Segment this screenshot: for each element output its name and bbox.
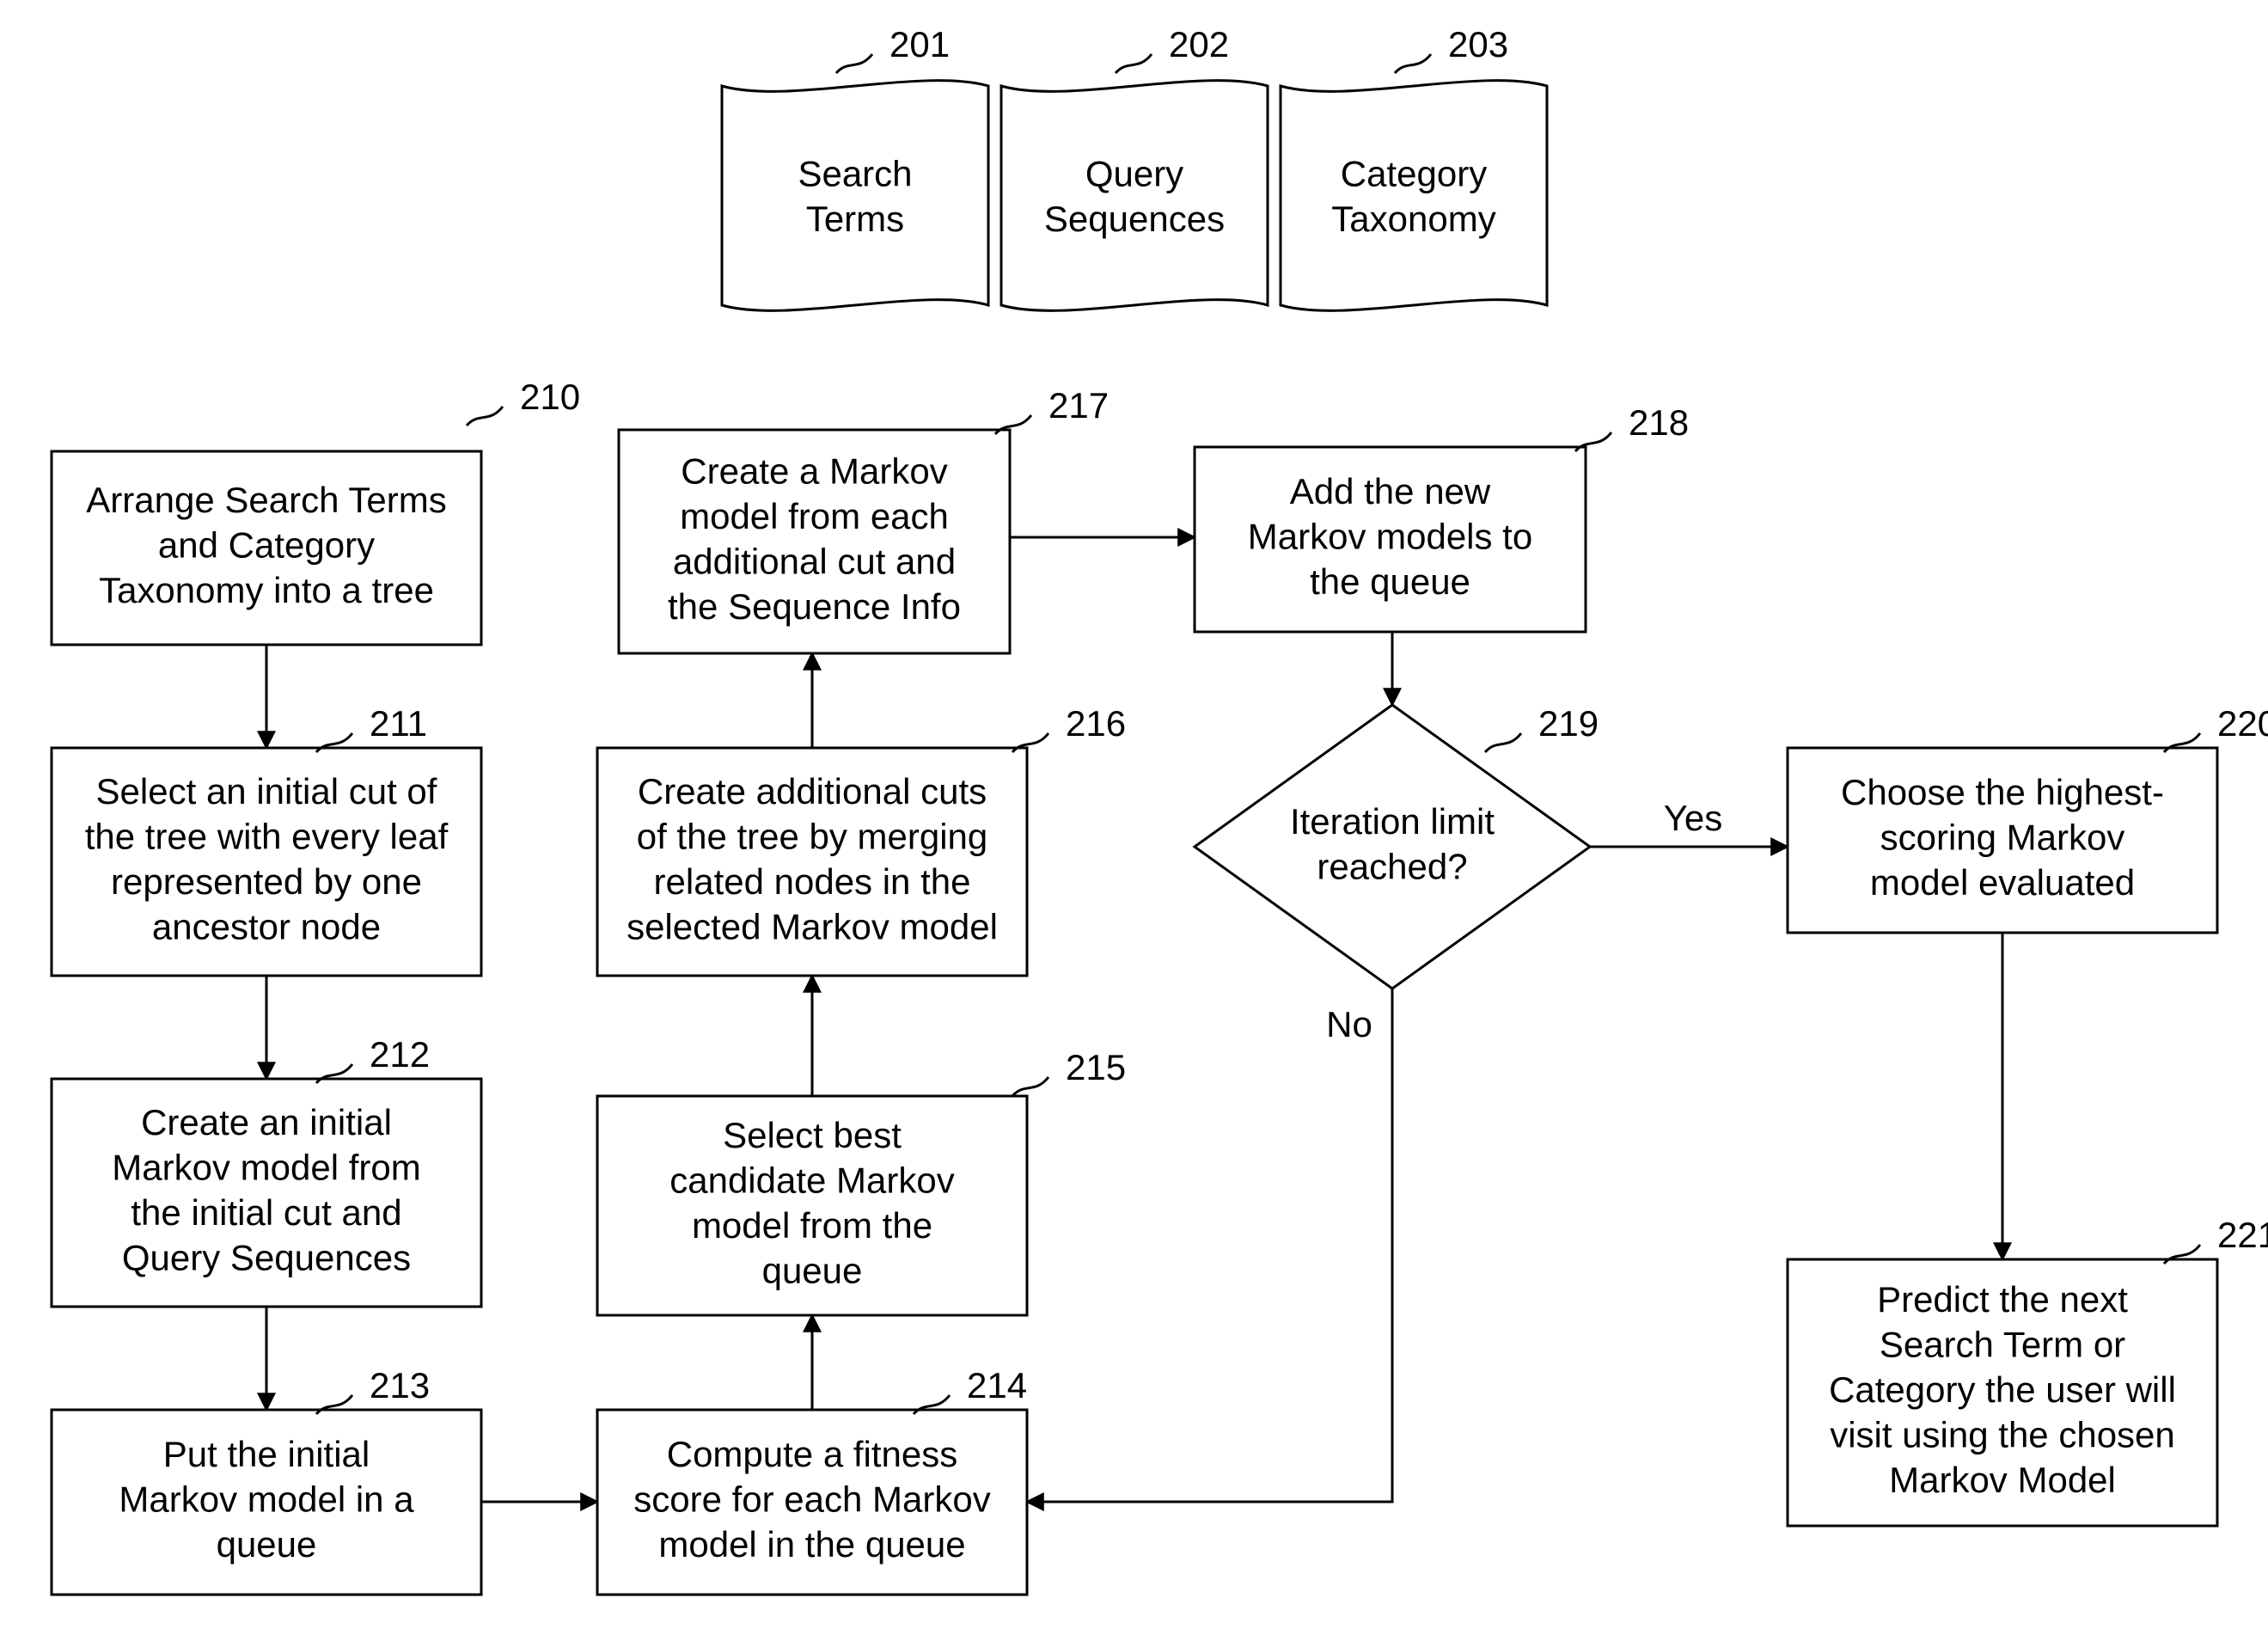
svg-text:model evaluated: model evaluated [1870,862,2135,903]
svg-text:Query Sequences: Query Sequences [122,1237,411,1277]
svg-text:and Category: and Category [158,525,375,566]
label-tick-201 [836,54,872,73]
box-211: Select an initial cut of the tree with ev… [52,748,481,976]
svg-text:Sequences: Sequences [1044,199,1225,239]
label-219: 219 [1538,703,1599,744]
svg-text:ancestor node: ancestor node [152,906,381,946]
label-tick-203 [1395,54,1431,73]
label-221: 221 [2217,1215,2268,1255]
svg-text:represented by one: represented by one [111,861,422,902]
svg-text:Add the new: Add the new [1290,471,1491,511]
svg-text:Create an initial: Create an initial [141,1102,392,1142]
doc-203: Category Taxonomy [1281,81,1547,311]
label-203: 203 [1448,24,1508,64]
box-216: Create additional cuts of the tree by mer… [597,748,1027,976]
svg-text:the tree with every leaf: the tree with every leaf [85,816,449,856]
svg-text:Search Term or: Search Term or [1880,1325,2125,1365]
svg-text:Create additional cuts: Create additional cuts [638,771,987,811]
label-210: 210 [520,377,580,417]
box-213: Put the initial Markov model in aqueue [52,1410,481,1595]
svg-text:the queue: the queue [1310,561,1470,602]
svg-text:Iteration limit: Iteration limit [1290,801,1495,842]
svg-text:reached?: reached? [1317,846,1467,886]
svg-text:Markov model from: Markov model from [112,1147,420,1187]
svg-text:Category: Category [1341,153,1487,193]
label-220: 220 [2217,703,2268,744]
svg-text:model from each: model from each [680,496,949,536]
label-218: 218 [1629,402,1689,443]
svg-text:related nodes in the: related nodes in the [654,861,971,902]
doc-202: Query Sequences [1001,81,1268,311]
label-215: 215 [1066,1047,1126,1087]
label-217: 217 [1048,385,1109,426]
svg-text:the initial cut and: the initial cut and [131,1192,401,1233]
label-201: 201 [889,24,950,64]
svg-text:selected Markov model: selected Markov model [627,906,998,946]
box-212: Create an initial Markov model from the in… [52,1079,481,1307]
decision-219: Iteration limitreached? [1195,705,1590,989]
box-210: Arrange Search Terms and CategoryTaxonomy… [52,451,481,645]
box-214: Compute a fitness score for each Markovmo… [597,1410,1027,1595]
edge-10-label: Yes [1664,798,1723,838]
svg-text:Category the user will: Category the user will [1829,1369,2176,1410]
svg-text:queue: queue [762,1250,863,1290]
edge-9-label: No [1326,1004,1372,1044]
label-tick-210 [467,407,503,426]
svg-text:queue: queue [217,1524,317,1565]
edge-10: Yes [1590,798,1788,847]
svg-text:Select an initial cut of: Select an initial cut of [96,771,437,811]
flowchart-canvas: No Yes Search Terms 201 Query Sequences 202 Cate… [0,0,2268,1629]
label-216: 216 [1066,703,1126,744]
label-tick-202 [1116,54,1152,73]
box-217: Create a Markov model from each additional… [619,430,1010,653]
svg-text:Predict the next: Predict the next [1877,1279,2128,1320]
label-214: 214 [967,1365,1027,1405]
svg-text:Markov model in a: Markov model in a [119,1479,414,1520]
svg-text:Terms: Terms [806,199,904,239]
label-211: 211 [370,703,427,744]
svg-text:model in the queue: model in the queue [658,1524,965,1565]
svg-text:model from the: model from the [692,1205,932,1246]
label-202: 202 [1169,24,1229,64]
svg-text:Create a Markov: Create a Markov [681,450,947,491]
svg-text:Taxonomy into a tree: Taxonomy into a tree [99,570,434,610]
svg-text:of the tree by merging: of the tree by merging [637,816,988,856]
svg-text:scoring Markov: scoring Markov [1880,818,2125,858]
svg-text:visit using the chosen: visit using the chosen [1830,1415,2175,1455]
svg-text:the Sequence Info: the Sequence Info [668,586,961,627]
svg-text:Put the initial: Put the initial [163,1434,370,1474]
svg-text:Compute a fitness: Compute a fitness [667,1434,958,1474]
svg-text:candidate Markov: candidate Markov [669,1160,955,1200]
svg-text:Markov Model: Markov Model [1889,1460,2116,1500]
label-tick-219 [1485,733,1521,752]
svg-text:Arrange Search Terms: Arrange Search Terms [86,480,446,520]
doc-201: Search Terms [722,81,988,311]
box-220: Choose the highest-scoring Markovmodel e… [1788,748,2217,933]
svg-text:Markov models to: Markov models to [1248,517,1532,557]
svg-text:Select best: Select best [723,1115,902,1155]
label-tick-215 [1012,1077,1048,1096]
svg-text:Search: Search [798,153,912,193]
label-213: 213 [370,1365,430,1405]
box-218: Add the new Markov models tothe queue [1195,447,1586,632]
box-215: Select best candidate Markov model from th… [597,1096,1027,1315]
svg-text:additional cut and: additional cut and [673,541,956,581]
box-221: Predict the next Search Term orCategory t… [1788,1259,2217,1526]
label-212: 212 [370,1034,430,1075]
svg-text:Query: Query [1085,153,1183,193]
svg-text:Taxonomy: Taxonomy [1331,199,1495,239]
svg-text:score for each Markov: score for each Markov [633,1479,991,1520]
svg-text:Choose the highest-: Choose the highest- [1841,772,2164,812]
